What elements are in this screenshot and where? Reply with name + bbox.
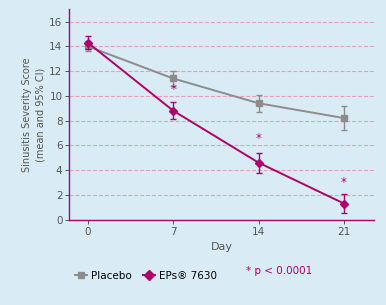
Legend: Placebo, EPs® 7630: Placebo, EPs® 7630 (74, 271, 217, 281)
Text: * p < 0.0001: * p < 0.0001 (246, 266, 313, 276)
Text: *: * (256, 132, 261, 145)
Text: *: * (341, 176, 347, 189)
Text: *: * (170, 84, 176, 96)
Y-axis label: Sinusitis Severity Score
(mean and 95% CI): Sinusitis Severity Score (mean and 95% C… (22, 57, 45, 172)
X-axis label: Day: Day (211, 242, 233, 252)
